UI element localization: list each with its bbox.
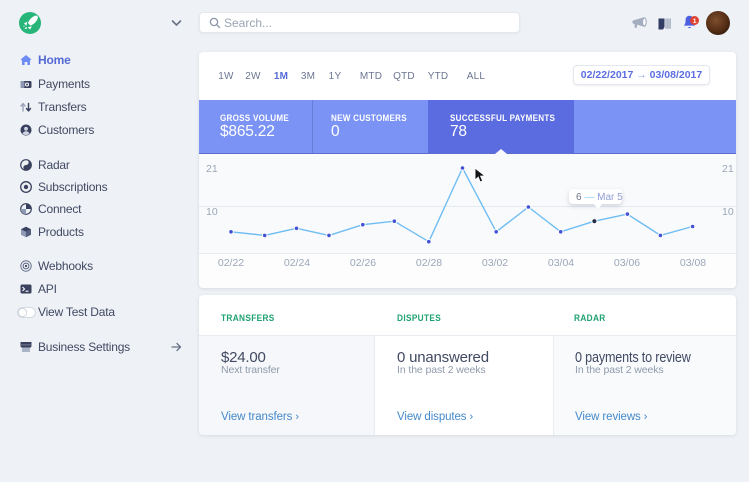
svg-text:1: 1 [693,18,697,25]
